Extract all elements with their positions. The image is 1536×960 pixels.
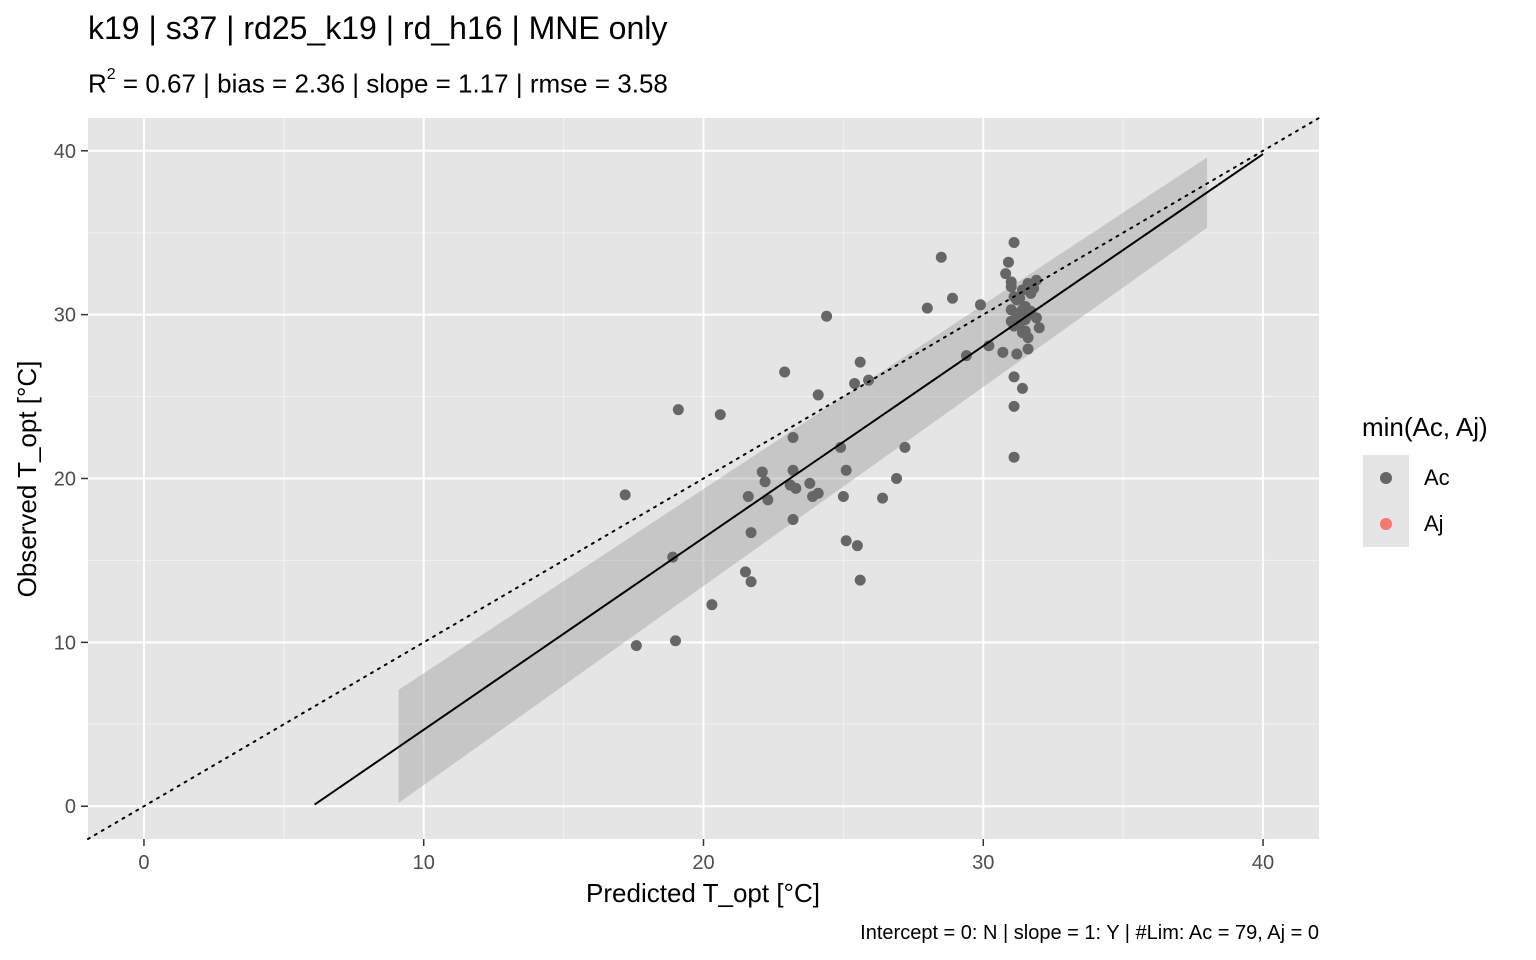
plot-title: k19 | s37 | rd25_k19 | rd_h16 | MNE only	[88, 10, 668, 46]
y-tick-label: 10	[54, 632, 76, 654]
confidence-band	[398, 157, 1208, 803]
confidence-band-layer	[398, 157, 1208, 803]
x-axis-label: Predicted T_opt [°C]	[586, 878, 820, 908]
data-point-ac	[787, 432, 799, 444]
data-point-ac	[756, 466, 768, 478]
data-point-ac	[851, 540, 863, 552]
legend-dot-aj	[1380, 518, 1392, 530]
legend-key-ac	[1363, 455, 1409, 501]
data-point-ac	[714, 409, 726, 421]
x-tick-label: 30	[972, 852, 994, 874]
x-tick-label: 40	[1252, 852, 1274, 874]
data-point-ac	[787, 464, 799, 476]
data-point-ac	[1016, 327, 1028, 339]
data-point-ac	[837, 491, 849, 503]
data-point-ac	[863, 374, 875, 386]
regression-line	[314, 153, 1264, 806]
data-point-ac	[745, 527, 757, 539]
y-axis-label: Observed T_opt [°C]	[12, 361, 42, 598]
x-tick-label: 10	[413, 852, 435, 874]
y-tick-label: 0	[65, 796, 76, 818]
data-point-ac	[935, 251, 947, 263]
data-point-ac	[1002, 256, 1014, 268]
legend-key-aj	[1363, 501, 1409, 547]
data-point-ac	[1000, 268, 1012, 280]
data-point-ac	[1008, 237, 1020, 249]
data-point-ac	[1016, 382, 1028, 394]
data-point-ac	[762, 494, 774, 506]
stats-text: = 0.67 | bias = 2.36 | slope = 1.17 | rm…	[115, 68, 668, 99]
data-point-ac	[790, 482, 802, 494]
data-point-ac	[1014, 292, 1026, 304]
legend-label-ac: Ac	[1424, 465, 1450, 490]
data-point-ac	[1005, 304, 1017, 316]
data-point-ac	[946, 292, 958, 304]
plot-subtitle: R2 = 0.67 | bias = 2.36 | slope = 1.17 |…	[88, 62, 668, 101]
data-point-ac	[1008, 400, 1020, 412]
legend-label-aj: Aj	[1424, 511, 1444, 536]
data-point-ac	[1022, 343, 1034, 355]
data-point-ac	[1008, 451, 1020, 463]
x-tick-label: 20	[692, 852, 714, 874]
data-point-ac	[854, 356, 866, 368]
y-tick-label: 40	[54, 141, 76, 163]
data-point-ac	[854, 574, 866, 586]
data-point-ac	[619, 489, 631, 501]
data-point-ac	[804, 477, 816, 489]
data-point-ac	[1011, 348, 1023, 360]
data-point-ac	[1033, 322, 1045, 334]
y-tick-label: 30	[54, 305, 76, 327]
data-point-ac	[849, 377, 861, 389]
r2-superscript: 2	[106, 66, 116, 83]
data-point-ac	[891, 473, 903, 484]
data-point-ac	[672, 404, 684, 416]
data-point-ac	[1028, 282, 1040, 294]
r2-symbol: R	[88, 68, 107, 99]
data-point-ac	[1005, 281, 1017, 293]
lines-layer	[87, 117, 1320, 840]
data-point-ac	[840, 464, 852, 476]
identity-line	[87, 117, 1320, 840]
data-point-ac	[742, 491, 754, 503]
data-point-ac	[921, 302, 933, 314]
data-point-ac	[840, 535, 852, 547]
data-point-ac	[812, 389, 824, 401]
x-tick-label: 0	[138, 852, 149, 874]
data-point-ac	[745, 576, 757, 588]
axes-layer: 0 10 20 30 40 0 10 20 30 40	[54, 141, 1274, 874]
data-point-ac	[670, 635, 682, 647]
data-point-ac	[899, 441, 911, 453]
legend-dot-ac	[1380, 472, 1392, 484]
data-point-ac	[787, 513, 799, 525]
data-point-ac	[821, 310, 833, 322]
data-point-ac	[779, 366, 791, 378]
data-point-ac	[997, 346, 1009, 358]
data-point-ac	[877, 492, 889, 504]
data-point-ac	[1008, 371, 1020, 383]
data-point-ac	[630, 640, 642, 652]
legend-title: min(Ac, Aj)	[1362, 412, 1488, 442]
data-point-ac	[739, 566, 751, 578]
data-point-ac	[706, 599, 718, 611]
y-tick-label: 20	[54, 469, 76, 491]
data-point-ac	[974, 299, 986, 311]
data-point-ac	[1019, 314, 1031, 326]
data-point-ac	[812, 487, 824, 499]
plot-caption: Intercept = 0: N | slope = 1: Y | #Lim: …	[860, 922, 1319, 944]
data-point-ac	[759, 476, 771, 488]
